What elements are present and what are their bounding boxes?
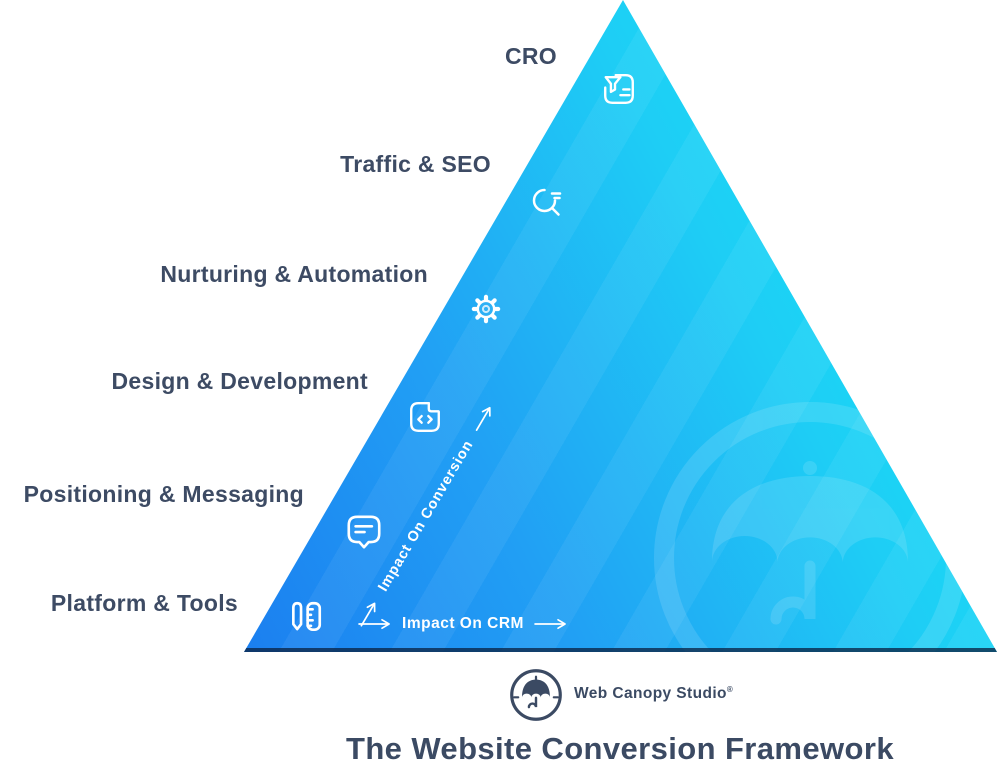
layer-label-traffic-seo: Traffic & SEO	[340, 151, 491, 177]
layer-label-nurturing-automation: Nurturing & Automation	[160, 261, 428, 287]
impact-on-conversion-arrow: Impact On Conversion	[354, 401, 498, 630]
impact-on-crm-label: Impact On CRM	[402, 615, 524, 632]
layer-label-cro: CRO	[504, 43, 557, 69]
search-icon	[532, 188, 562, 216]
gear-icon	[471, 294, 501, 324]
layer-label-platform-tools: Platform & Tools	[50, 590, 238, 616]
arrow-right-icon	[360, 602, 376, 627]
code-file-icon	[410, 402, 440, 432]
registered-trademark: ®	[726, 685, 734, 694]
umbrella-circle-logo-icon	[510, 669, 562, 721]
brand-name: Web Canopy Studio®	[574, 685, 733, 703]
brand-name-text: Web Canopy Studio	[574, 685, 727, 703]
arrow-right-icon	[358, 618, 390, 630]
arrow-right-icon	[534, 618, 566, 630]
funnel-document-icon	[604, 74, 634, 104]
page-title: The Website Conversion Framework	[346, 731, 894, 766]
layer-label-design-development: Design & Development	[111, 368, 368, 394]
impact-on-crm-arrow: Impact On CRM	[358, 615, 568, 633]
layer-label-positioning-messaging: Positioning & Messaging	[23, 481, 304, 507]
pyramid-bottom-edge-shadow	[244, 648, 997, 652]
chat-bubble-icon	[347, 515, 381, 549]
pen-ruler-icon	[292, 601, 322, 631]
arrow-right-icon	[475, 407, 491, 432]
